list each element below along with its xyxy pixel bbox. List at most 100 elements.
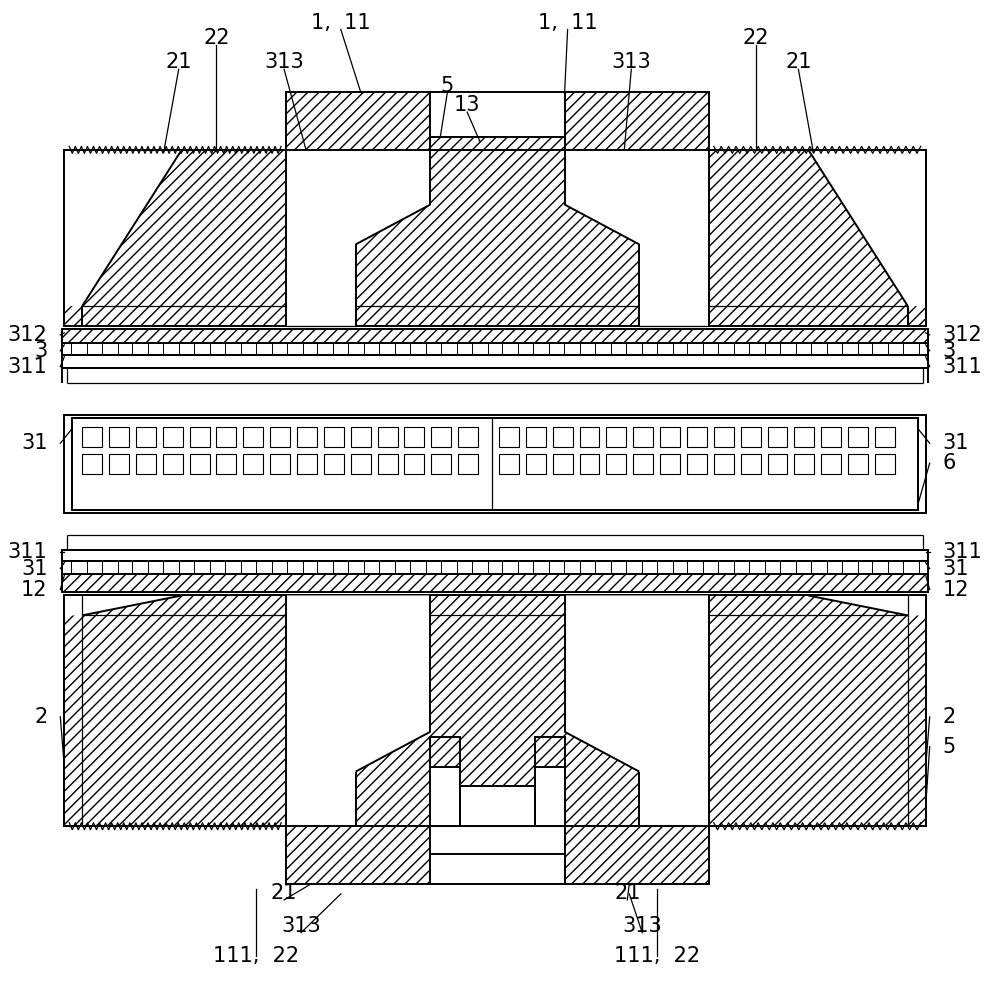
Bar bbox=[634, 454, 653, 474]
Bar bbox=[811, 561, 827, 574]
Bar bbox=[102, 343, 118, 355]
Polygon shape bbox=[286, 826, 431, 884]
Bar bbox=[526, 454, 545, 474]
Polygon shape bbox=[64, 595, 926, 826]
Bar bbox=[270, 454, 290, 474]
Bar bbox=[822, 454, 842, 474]
Text: 313: 313 bbox=[264, 52, 304, 72]
Bar bbox=[348, 561, 364, 574]
Bar bbox=[535, 737, 564, 767]
Text: 31: 31 bbox=[942, 559, 969, 579]
Bar bbox=[377, 454, 398, 474]
Polygon shape bbox=[62, 574, 928, 592]
Bar bbox=[379, 561, 395, 574]
Text: 311: 311 bbox=[8, 542, 48, 562]
Text: 5: 5 bbox=[942, 737, 956, 757]
Bar bbox=[194, 561, 210, 574]
Bar bbox=[405, 427, 425, 447]
Bar bbox=[432, 427, 451, 447]
Text: 312: 312 bbox=[942, 325, 982, 345]
Bar bbox=[102, 561, 118, 574]
Text: 2: 2 bbox=[34, 707, 48, 727]
Bar bbox=[324, 454, 344, 474]
Bar bbox=[903, 561, 920, 574]
Polygon shape bbox=[564, 150, 709, 326]
Bar bbox=[255, 343, 271, 355]
Bar bbox=[405, 454, 425, 474]
Polygon shape bbox=[808, 595, 926, 615]
Text: 313: 313 bbox=[623, 916, 662, 936]
Polygon shape bbox=[286, 150, 431, 326]
Bar bbox=[714, 427, 734, 447]
Bar bbox=[607, 454, 627, 474]
Bar bbox=[526, 427, 545, 447]
Text: 311: 311 bbox=[942, 542, 982, 562]
Bar bbox=[564, 561, 580, 574]
Bar bbox=[552, 427, 572, 447]
Text: 22: 22 bbox=[742, 28, 769, 48]
Bar bbox=[458, 427, 478, 447]
Text: 313: 313 bbox=[281, 916, 321, 936]
Text: 312: 312 bbox=[8, 325, 48, 345]
Bar bbox=[190, 454, 210, 474]
Bar bbox=[564, 343, 580, 355]
Bar bbox=[410, 561, 426, 574]
Text: 3: 3 bbox=[34, 341, 48, 361]
Bar bbox=[626, 343, 642, 355]
Polygon shape bbox=[286, 595, 431, 826]
Text: 1,  11: 1, 11 bbox=[311, 13, 370, 33]
Bar bbox=[62, 343, 928, 355]
Text: 1,  11: 1, 11 bbox=[538, 13, 597, 33]
Bar bbox=[162, 454, 183, 474]
Polygon shape bbox=[564, 826, 709, 884]
Polygon shape bbox=[808, 150, 926, 306]
Bar bbox=[687, 454, 707, 474]
Bar bbox=[190, 427, 210, 447]
Bar bbox=[410, 343, 426, 355]
Bar bbox=[499, 427, 519, 447]
Bar bbox=[287, 561, 303, 574]
Bar bbox=[441, 561, 456, 574]
Bar bbox=[109, 427, 129, 447]
Bar bbox=[62, 355, 928, 368]
Bar bbox=[595, 343, 611, 355]
Bar bbox=[64, 415, 926, 513]
Bar bbox=[471, 343, 487, 355]
Bar bbox=[318, 561, 334, 574]
Bar bbox=[660, 427, 680, 447]
Bar bbox=[579, 427, 599, 447]
Text: 31: 31 bbox=[21, 559, 48, 579]
Bar bbox=[471, 561, 487, 574]
Bar bbox=[767, 454, 787, 474]
Polygon shape bbox=[564, 595, 709, 826]
Bar bbox=[441, 343, 456, 355]
Bar bbox=[714, 454, 734, 474]
Text: 2: 2 bbox=[942, 707, 956, 727]
Text: 5: 5 bbox=[441, 76, 453, 96]
Bar bbox=[350, 454, 370, 474]
Polygon shape bbox=[64, 150, 926, 326]
Bar bbox=[535, 767, 564, 826]
Text: 6: 6 bbox=[942, 453, 956, 473]
Bar bbox=[794, 427, 815, 447]
Bar bbox=[163, 343, 179, 355]
Bar bbox=[499, 454, 519, 474]
Text: 311: 311 bbox=[942, 357, 982, 377]
Bar bbox=[244, 454, 263, 474]
Bar bbox=[656, 343, 672, 355]
Text: 12: 12 bbox=[942, 580, 969, 600]
Bar bbox=[217, 427, 237, 447]
Text: 313: 313 bbox=[612, 52, 651, 72]
Bar bbox=[62, 550, 928, 561]
Bar bbox=[660, 454, 680, 474]
Bar bbox=[607, 427, 627, 447]
Bar bbox=[719, 343, 735, 355]
Bar bbox=[82, 454, 102, 474]
Bar bbox=[579, 454, 599, 474]
Bar bbox=[767, 427, 787, 447]
Bar bbox=[270, 427, 290, 447]
Bar bbox=[741, 427, 760, 447]
Bar bbox=[318, 343, 334, 355]
Text: 12: 12 bbox=[21, 580, 48, 600]
Polygon shape bbox=[62, 329, 928, 343]
